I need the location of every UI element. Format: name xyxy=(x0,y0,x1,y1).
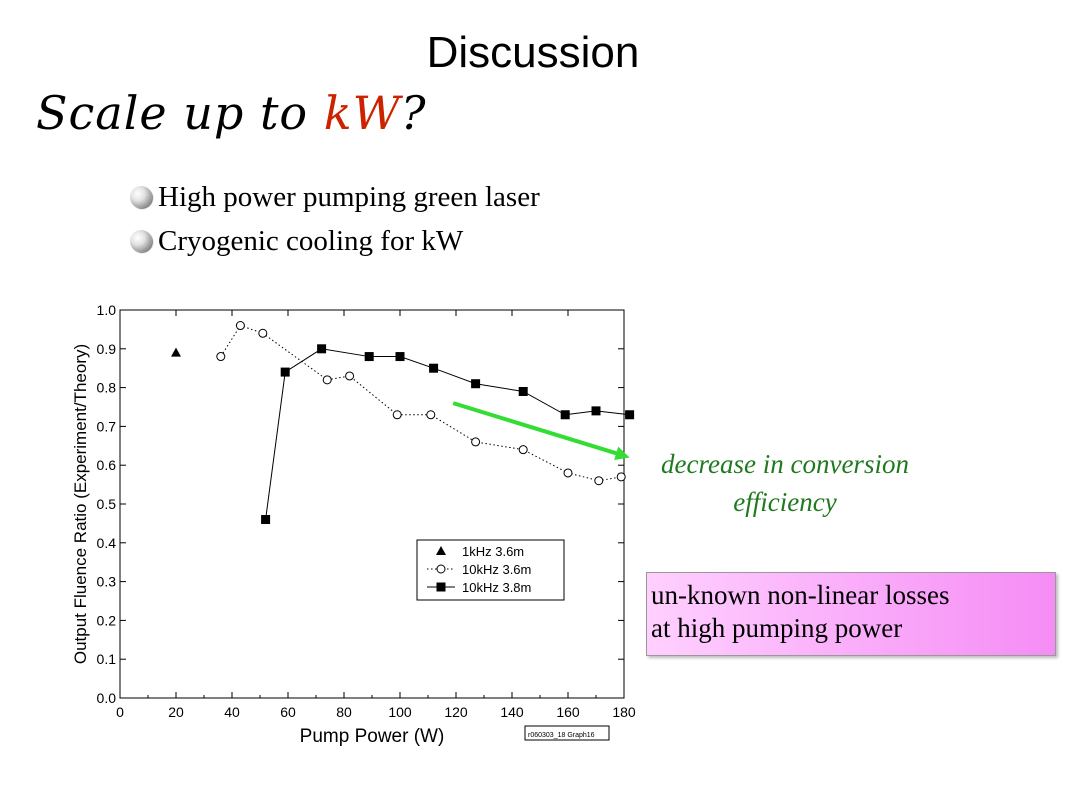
legend-label: 10kHz 3.8m xyxy=(462,580,531,595)
data-point xyxy=(345,371,355,381)
bullet-text: Cryogenic cooling for kW xyxy=(158,224,464,257)
plot-frame xyxy=(119,309,625,699)
y-tick-label: 0.3 xyxy=(97,574,117,590)
y-tick-label: 0.1 xyxy=(97,651,117,667)
data-point xyxy=(216,352,226,362)
x-tick-label: 100 xyxy=(388,704,412,720)
data-point xyxy=(518,445,528,455)
data-point xyxy=(317,344,327,354)
bullet-item: High power pumping green laser xyxy=(130,175,540,219)
legend-label: 1kHz 3.6m xyxy=(462,544,524,559)
data-point xyxy=(235,321,245,331)
x-tick-label: 80 xyxy=(336,704,352,720)
y-tick-label: 0.5 xyxy=(97,496,117,512)
x-tick-label: 0 xyxy=(116,704,124,720)
data-point xyxy=(322,375,332,385)
y-tick-label: 1.0 xyxy=(97,302,117,318)
legend-marker xyxy=(436,564,446,574)
y-tick-label: 0.2 xyxy=(97,612,117,628)
y-axis-label: Output Fluence Ratio (Experiment/Theory) xyxy=(71,344,90,664)
y-tick-label: 0.0 xyxy=(97,690,117,706)
annotation-line-1: decrease in conversion xyxy=(661,449,909,479)
data-point xyxy=(471,437,481,447)
data-point xyxy=(395,352,405,362)
data-point xyxy=(563,468,573,478)
trend-arrow-line xyxy=(452,401,623,457)
data-point xyxy=(426,410,436,420)
callout-line-1: un-known non-linear losses xyxy=(651,580,950,610)
y-tick-label: 0.4 xyxy=(97,535,117,551)
legend-marker xyxy=(436,582,446,592)
x-tick-label: 180 xyxy=(612,704,636,720)
legend-marker xyxy=(436,546,446,555)
data-point xyxy=(471,379,481,389)
bullet-item: Cryogenic cooling for kW xyxy=(130,219,540,263)
x-tick-label: 60 xyxy=(280,704,296,720)
data-point xyxy=(280,367,290,377)
data-point xyxy=(594,476,604,486)
data-point xyxy=(171,347,181,357)
series-line-2 xyxy=(265,348,630,520)
data-point xyxy=(429,363,439,373)
data-point xyxy=(591,406,601,416)
efficiency-annotation: decrease in conversion efficiency xyxy=(630,445,940,521)
subtitle-accent: kW xyxy=(323,86,401,140)
data-point xyxy=(518,386,528,396)
data-point xyxy=(364,352,374,362)
graph-tag-label: r060303_18 Graph16 xyxy=(528,732,595,739)
y-tick-label: 0.8 xyxy=(97,380,117,396)
data-point xyxy=(392,410,402,420)
trend-arrow-head xyxy=(614,446,630,461)
callout-line-2: at high pumping power xyxy=(651,613,903,643)
data-point xyxy=(261,515,271,525)
data-point xyxy=(625,410,635,420)
data-point xyxy=(616,472,626,482)
data-point xyxy=(258,328,268,338)
x-tick-label: 20 xyxy=(168,704,184,720)
bullet-text: High power pumping green laser xyxy=(158,180,540,213)
x-tick-label: 140 xyxy=(500,704,524,720)
graph-tag-box xyxy=(524,725,610,741)
x-tick-label: 120 xyxy=(444,704,468,720)
x-tick-label: 40 xyxy=(224,704,240,720)
slide-title: Discussion xyxy=(426,28,640,77)
x-tick-label: 160 xyxy=(556,704,580,720)
subtitle-suffix: ? xyxy=(400,86,427,140)
y-tick-label: 0.9 xyxy=(97,341,117,357)
y-tick-label: 0.7 xyxy=(97,418,117,434)
bullet-list: High power pumping green laser Cryogenic… xyxy=(130,175,540,263)
sphere-bullet-icon xyxy=(130,230,152,252)
x-axis-label: Pump Power (W) xyxy=(300,726,445,747)
y-tick-label: 0.6 xyxy=(97,457,117,473)
losses-callout: un-known non-linear losses at high pumpi… xyxy=(646,572,1056,656)
data-point xyxy=(560,410,570,420)
sphere-bullet-icon xyxy=(130,186,152,208)
subtitle-prefix: Scale up to xyxy=(36,86,324,140)
slide-subtitle: Scale up to kW? xyxy=(36,86,427,140)
legend-label: 10kHz 3.6m xyxy=(462,562,531,577)
annotation-line-2: efficiency xyxy=(733,487,837,517)
